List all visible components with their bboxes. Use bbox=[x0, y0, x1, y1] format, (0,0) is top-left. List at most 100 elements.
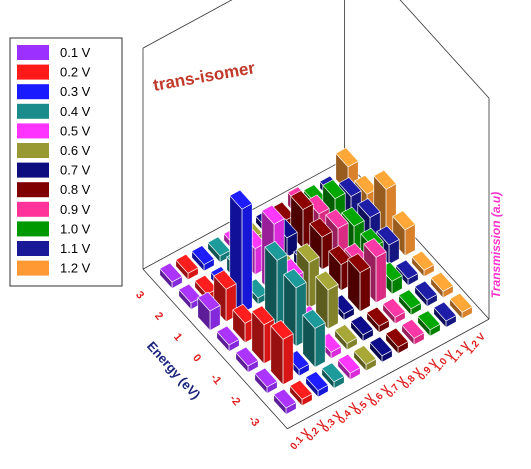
bar bbox=[159, 262, 183, 290]
bar-face bbox=[261, 204, 285, 225]
legend-label: 0.9 V bbox=[60, 202, 91, 217]
box-edge bbox=[142, 268, 288, 430]
z-axis-label: Transmission (a.u) bbox=[489, 192, 503, 298]
legend-swatch bbox=[17, 241, 49, 256]
bar-face bbox=[325, 209, 349, 229]
bar-face bbox=[373, 169, 397, 190]
y-tick-label: 3 bbox=[133, 289, 146, 301]
y-tick-label: 0 bbox=[190, 352, 203, 364]
bar-face bbox=[314, 322, 326, 368]
bar-face bbox=[335, 147, 359, 168]
bar-face bbox=[327, 283, 339, 330]
bar bbox=[191, 245, 215, 272]
bar-face bbox=[359, 266, 371, 313]
legend-label: 0.6 V bbox=[60, 143, 91, 158]
bar-face bbox=[159, 262, 183, 283]
legend-swatch bbox=[17, 201, 49, 217]
bar bbox=[382, 298, 406, 325]
bar bbox=[369, 336, 393, 364]
bar-face bbox=[290, 190, 314, 210]
legend-label: 0.3 V bbox=[60, 84, 91, 99]
bar-face bbox=[216, 325, 240, 346]
bar bbox=[398, 289, 422, 316]
bar bbox=[430, 271, 454, 299]
bar-face bbox=[341, 206, 365, 227]
bar bbox=[305, 371, 329, 398]
legend-swatch bbox=[17, 221, 49, 237]
bar-face bbox=[369, 336, 393, 357]
bar-face bbox=[270, 319, 294, 340]
bar bbox=[337, 353, 361, 381]
legend-label: 1.1 V bbox=[60, 241, 91, 256]
bar-face bbox=[309, 217, 333, 238]
bar bbox=[392, 210, 416, 257]
bar-face bbox=[353, 345, 377, 365]
bar-face bbox=[282, 333, 294, 386]
bar-face bbox=[385, 327, 409, 348]
bar bbox=[197, 291, 221, 332]
legend-label: 1.2 V bbox=[60, 261, 91, 276]
bar-face bbox=[433, 301, 457, 322]
legend-swatch bbox=[17, 260, 49, 276]
legend-label: 0.8 V bbox=[60, 182, 91, 197]
bar-face bbox=[283, 268, 307, 289]
bar bbox=[347, 253, 371, 313]
bar-face bbox=[213, 269, 237, 290]
bar-face bbox=[382, 298, 406, 318]
bar-face bbox=[363, 238, 387, 258]
bar-face bbox=[417, 310, 441, 331]
bar bbox=[417, 310, 441, 337]
bar bbox=[353, 345, 377, 372]
legend-label: 0.4 V bbox=[60, 104, 91, 119]
y-tick-label: 1 bbox=[171, 331, 184, 343]
bar bbox=[289, 379, 313, 407]
bar bbox=[216, 325, 240, 353]
bar bbox=[235, 346, 259, 374]
bar-face bbox=[322, 179, 346, 200]
bar-face bbox=[449, 292, 473, 313]
y-tick-label: 2 bbox=[152, 310, 165, 322]
bar-face bbox=[197, 291, 221, 312]
legend-label: 0.2 V bbox=[60, 65, 91, 80]
x-tick-label: 1.2 V bbox=[465, 331, 489, 356]
legend-label: 0.7 V bbox=[60, 163, 91, 178]
bar-face bbox=[289, 379, 313, 400]
bar bbox=[449, 292, 473, 320]
bar bbox=[366, 306, 390, 334]
box-edge bbox=[287, 318, 490, 430]
bar-face bbox=[241, 203, 253, 314]
bar bbox=[433, 301, 457, 329]
bar-face bbox=[264, 241, 288, 261]
bar-face bbox=[376, 225, 400, 246]
y-tick-label: -3 bbox=[246, 414, 261, 429]
box-edge bbox=[399, 0, 490, 99]
legend-label: 1.0 V bbox=[60, 221, 91, 236]
bar bbox=[401, 319, 425, 346]
bar-face bbox=[305, 371, 329, 391]
legend-swatch bbox=[17, 123, 49, 139]
bar-face bbox=[229, 189, 253, 210]
bar-face bbox=[321, 362, 345, 383]
bar-face bbox=[251, 305, 275, 326]
legend-label: 0.1 V bbox=[60, 45, 91, 60]
legend-swatch bbox=[17, 103, 49, 119]
bar-face bbox=[337, 353, 361, 374]
bar-face bbox=[401, 319, 425, 339]
bar-face bbox=[350, 315, 374, 336]
bar-face bbox=[414, 280, 438, 301]
legend-swatch bbox=[17, 45, 49, 60]
bar-face bbox=[338, 177, 362, 197]
bar-face bbox=[296, 243, 320, 263]
legend-swatch bbox=[17, 162, 49, 178]
bar bbox=[414, 280, 438, 308]
bar bbox=[273, 388, 297, 416]
legend-label: 0.5 V bbox=[60, 123, 91, 138]
bar bbox=[385, 327, 409, 355]
bar-face bbox=[273, 388, 297, 409]
bar-face bbox=[207, 236, 231, 257]
y-tick-label: -2 bbox=[227, 393, 242, 408]
bar-face bbox=[395, 259, 419, 280]
bar bbox=[270, 319, 294, 386]
